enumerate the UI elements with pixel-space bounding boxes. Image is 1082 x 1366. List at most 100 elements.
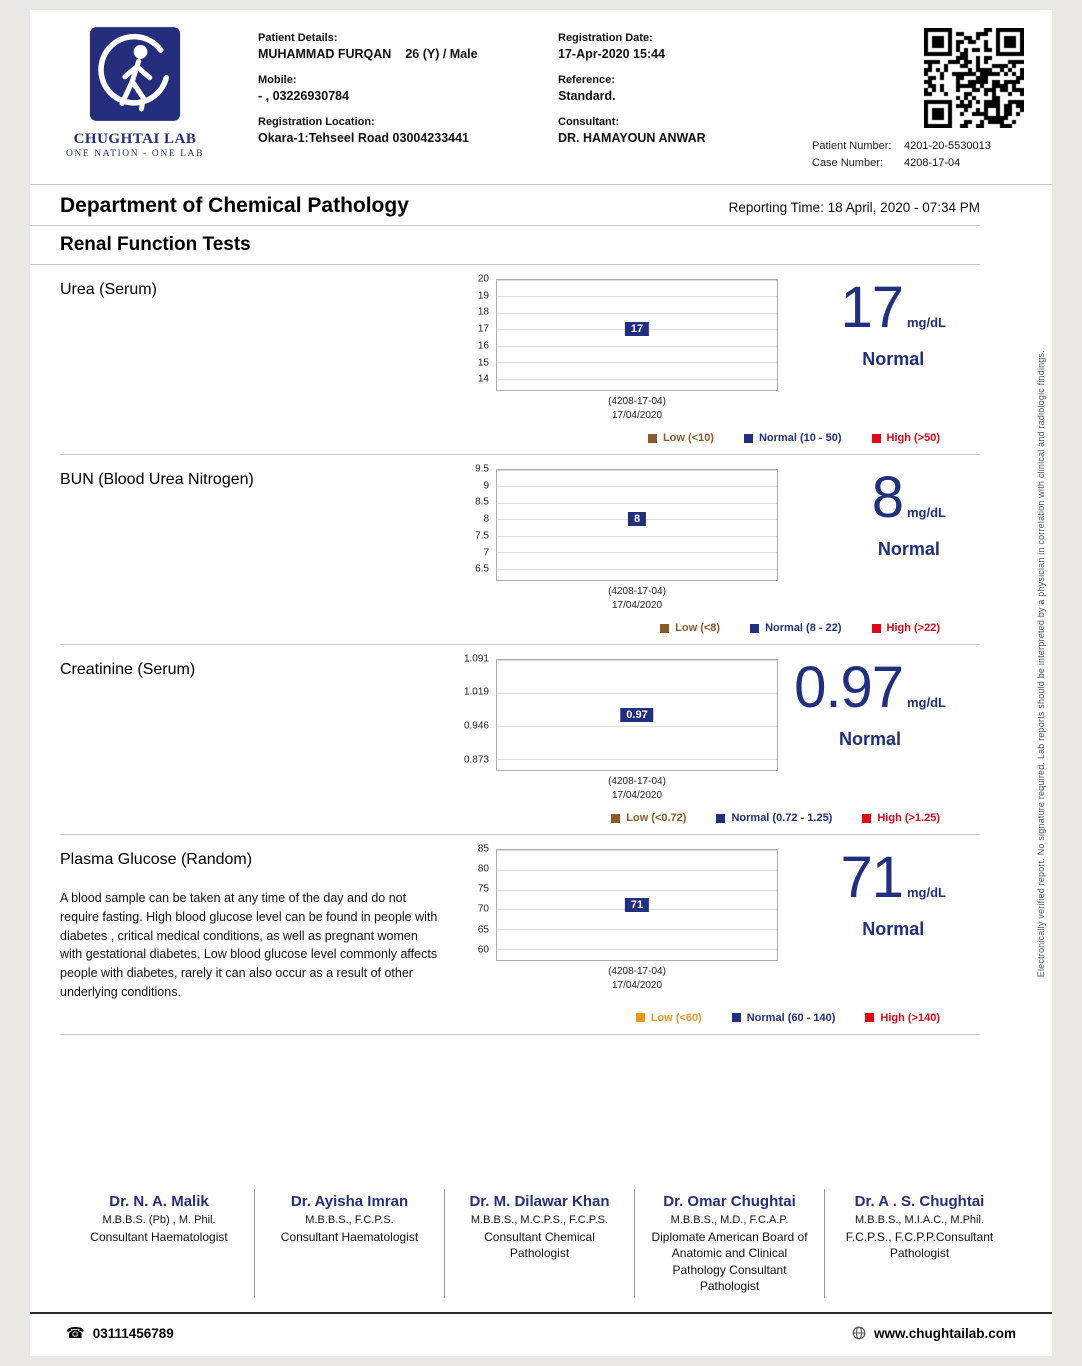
electronic-verification-note: Electronically verified report. No signa…: [1036, 350, 1046, 978]
mobile-value: - , 03226930784: [258, 89, 350, 103]
legend-high-swatch: [871, 433, 881, 443]
contact-bar: ☎ 03111456789 www.chughtailab.com: [30, 1312, 1052, 1356]
legend-low-swatch: [660, 623, 670, 633]
patient-number-value: 4201-20-5530013: [904, 140, 991, 152]
result-unit: mg/dL: [907, 505, 946, 520]
mobile-label: Mobile:: [258, 74, 297, 86]
test-description: A blood sample can be taken at any time …: [60, 891, 438, 999]
y-tick-label: 7: [483, 547, 489, 559]
y-tick-label: 1.019: [463, 686, 489, 698]
result-status: Normal: [877, 539, 940, 559]
panel-title: Renal Function Tests: [60, 234, 251, 255]
case-number-label: Case Number:: [812, 157, 883, 169]
mobile-field: Mobile: - , 03226930784: [258, 74, 558, 103]
creatinine-trend-chart: 1.091 1.019 0.946 0.873 0.97 (4208-17-04) 1…: [452, 654, 792, 802]
legend-high: High (>50): [871, 432, 940, 444]
patient-number-row: Patient Number: 4201-20-5530013: [812, 140, 1024, 152]
case-identifiers: Patient Number: 4201-20-5530013 Case Num…: [812, 140, 1024, 174]
y-tick-label: 20: [477, 273, 489, 285]
doctor-card: Dr. M. Dilawar Khan M.B.B.S., M.C.P.S., …: [444, 1189, 634, 1298]
result-value: 17: [840, 275, 904, 340]
chart-y-axis: 9.5 9 8.5 8 7.5 7 6.5: [452, 464, 496, 581]
result-unit: mg/dL: [907, 885, 946, 900]
gridline: [497, 280, 777, 281]
legend-high-swatch: [865, 1013, 875, 1022]
legend-high: High (>22): [871, 622, 940, 634]
test-result: 0.97 mg/dL Normal: [794, 659, 946, 750]
doctor-name: Dr. A . S. Chughtai: [854, 1193, 985, 1211]
gridline: [497, 758, 777, 760]
result-status: Normal: [862, 919, 925, 939]
y-tick-label: 9: [483, 480, 489, 492]
doctor-qualifications: M.B.B.S., F.C.P.S.: [305, 1214, 394, 1227]
doctor-name: Dr. M. Dilawar Khan: [469, 1193, 610, 1211]
doctor-name: Dr. N. A. Malik: [109, 1193, 209, 1211]
gridline: [497, 345, 777, 347]
legend-high: High (>140): [865, 1012, 940, 1024]
chart-point-label: 0.97: [620, 707, 654, 722]
registration-location-label: Registration Location:: [258, 116, 375, 128]
y-tick-label: 70: [477, 903, 489, 915]
header-divider: [30, 184, 1052, 185]
gridline: [497, 889, 777, 891]
gridline: [497, 692, 777, 694]
header-right: Patient Number: 4201-20-5530013 Case Num…: [812, 28, 1024, 174]
bun-trend-chart: 9.5 9 8.5 8 7.5 7 6.5 8 (4208-17-04) 17/04/202…: [452, 464, 792, 612]
y-tick-label: 15: [477, 357, 489, 369]
test-result: 17 mg/dL Normal: [840, 279, 946, 370]
legend-normal-swatch: [750, 623, 760, 633]
chart-x-axis-label: (4208-17-04) 17/04/2020: [608, 396, 666, 421]
legend-normal: Normal (8 - 22): [750, 622, 842, 634]
patient-fields: Patient Details: MUHAMMAD FURQAN 26 (Y) /…: [258, 32, 812, 174]
doctor-title: Consultant Chemical Pathologist: [484, 1230, 595, 1261]
gridline: [497, 660, 777, 661]
test-result: 8 mg/dL Normal: [872, 469, 946, 560]
doctor-card: Dr. N. A. Malik M.B.B.S. (Pb) , M. Phil.…: [64, 1189, 254, 1298]
doctor-name: Dr. Ayisha Imran: [290, 1193, 409, 1211]
chart-x-axis-label: (4208-17-04) 17/04/2020: [608, 776, 666, 801]
result-status: Normal: [839, 729, 902, 749]
y-tick-label: 75: [477, 883, 489, 895]
legend-normal: Normal (0.72 - 1.25): [716, 812, 832, 824]
department-row: Department of Chemical Pathology Reporti…: [30, 185, 1010, 225]
y-tick-label: 6.5: [475, 563, 489, 575]
patient-number-label: Patient Number:: [812, 140, 892, 152]
doctor-title: Consultant Haematologist: [280, 1230, 419, 1245]
test-title: Urea (Serum): [60, 281, 157, 298]
gridline: [497, 552, 777, 554]
website-link[interactable]: www.chughtailab.com: [852, 1326, 1016, 1341]
gridline: [497, 568, 777, 570]
gridline: [497, 486, 777, 488]
report-footer: Dr. N. A. Malik M.B.B.S. (Pb) , M. Phil.…: [30, 1189, 1052, 1356]
test-result: 71 mg/dL Normal: [840, 849, 946, 940]
legend-normal-swatch: [743, 433, 753, 443]
y-tick-label: 18: [477, 306, 489, 318]
chughtai-lab-logo-icon: [89, 27, 181, 121]
result-value: 0.97: [794, 655, 904, 720]
result-value: 71: [840, 845, 904, 910]
chart-y-axis: 20 19 18 17 16 15 14: [452, 274, 496, 391]
lab-tagline: ONE NATION - ONE LAB: [65, 149, 205, 159]
registration-date-value: 17-Apr-2020 15:44: [558, 47, 666, 61]
doctor-title: Diplomate American Board of Anatomic and…: [651, 1230, 808, 1293]
reference-value: Standard.: [558, 89, 616, 103]
doctor-name: Dr. Omar Chughtai: [663, 1193, 796, 1211]
legend-low: Low (<8): [660, 622, 720, 634]
consultant-value: DR. HAMAYOUN ANWAR: [558, 131, 706, 145]
chart-plot-area: 17: [496, 279, 778, 391]
test-title: Plasma Glucose (Random): [60, 851, 253, 868]
y-tick-label: 8.5: [475, 496, 489, 508]
y-tick-label: 0.873: [463, 754, 489, 766]
legend-low: Low (<60): [635, 1012, 702, 1024]
doctor-qualifications: M.B.B.S. (Pb) , M. Phil.: [102, 1214, 216, 1227]
consultant-field: Consultant: DR. HAMAYOUN ANWAR: [558, 116, 812, 145]
chart-plot-area: 71: [496, 849, 778, 961]
legend-normal: Normal (10 - 50): [743, 432, 842, 444]
chart-plot-area: 0.97: [496, 659, 778, 771]
doctor-card: Dr. Ayisha Imran M.B.B.S., F.C.P.S. Cons…: [254, 1189, 444, 1298]
test-title: Creatinine (Serum): [60, 661, 196, 678]
case-number-value: 4208-17-04: [904, 157, 961, 169]
y-tick-label: 17: [477, 323, 489, 335]
chart-x-axis-label: (4208-17-04) 17/04/2020: [608, 586, 666, 611]
registration-date-label: Registration Date:: [558, 32, 653, 44]
